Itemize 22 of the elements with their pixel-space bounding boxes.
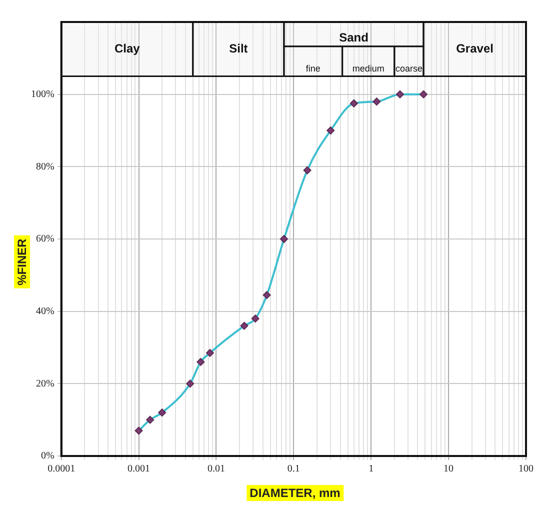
- y-tick-label: 0%: [40, 450, 54, 462]
- band-label: Gravel: [456, 41, 494, 56]
- y-tick-label: 80%: [36, 161, 54, 172]
- band-label: Clay: [114, 41, 140, 56]
- x-tick-label: 10: [444, 464, 454, 475]
- x-tick-label: 0.1: [287, 464, 300, 475]
- y-tick-label: 20%: [36, 378, 54, 390]
- band-label: medium: [352, 64, 384, 74]
- x-tick-label: 0.0001: [48, 464, 76, 475]
- band-label: Silt: [229, 41, 248, 56]
- x-tick-label: 1: [368, 464, 374, 475]
- x-axis-title: DIAMETER, mm: [246, 485, 344, 501]
- y-tick-label: 100%: [30, 88, 54, 100]
- band-label: Sand: [339, 30, 368, 45]
- band-label: coarse: [395, 64, 422, 74]
- y-tick-label: 60%: [36, 234, 54, 245]
- x-tick-label: 0.01: [207, 464, 225, 475]
- band-label: fine: [306, 64, 320, 74]
- x-tick-label: 100: [518, 464, 534, 475]
- y-axis-title: %FINER: [14, 236, 30, 288]
- y-tick-label: 40%: [36, 306, 54, 317]
- x-tick-label: 0.001: [128, 464, 150, 475]
